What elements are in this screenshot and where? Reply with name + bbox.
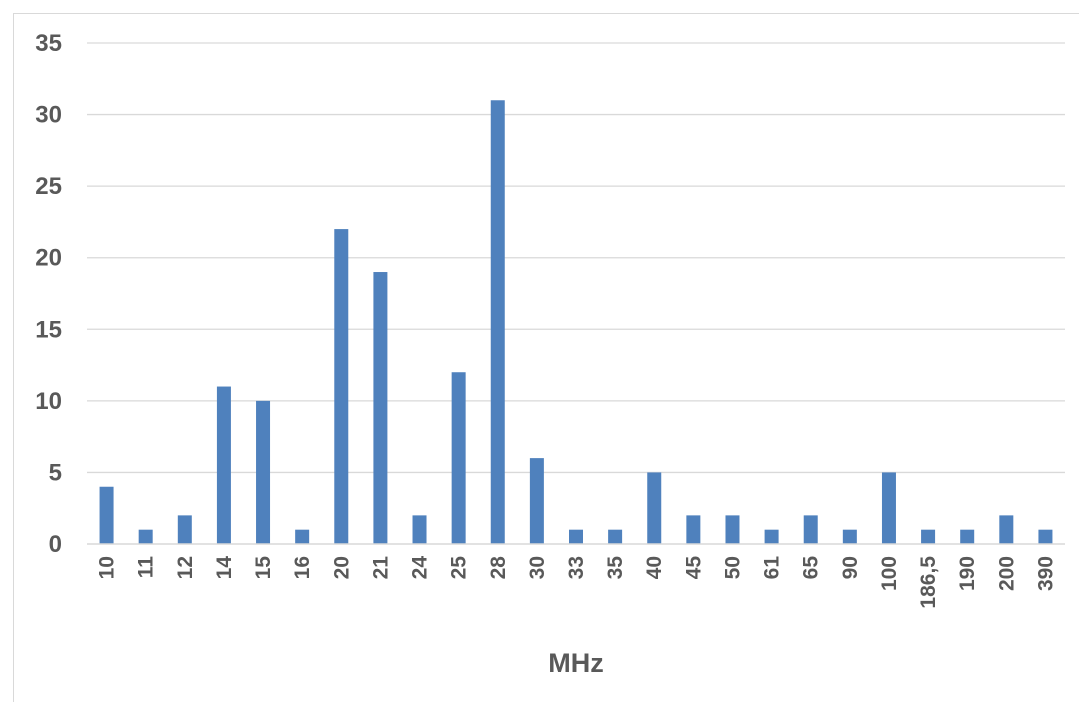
bar — [334, 229, 349, 545]
bar — [686, 515, 701, 544]
bar — [999, 515, 1014, 544]
y-axis-ticks: 0 5 10 15 20 25 30 35 — [35, 30, 62, 558]
x-tick-label: 16 — [291, 556, 314, 579]
x-tick-label: 24 — [409, 556, 432, 580]
bar — [138, 529, 153, 544]
x-tick-label: 10 — [96, 556, 119, 579]
bar — [608, 529, 623, 544]
x-tick-label: 40 — [643, 556, 666, 579]
x-tick-label: 186,5 — [917, 556, 940, 609]
bar — [529, 458, 544, 544]
bar — [216, 386, 231, 544]
x-tick-label: 11 — [135, 556, 158, 579]
bar — [842, 529, 857, 544]
bar — [412, 515, 427, 544]
bar — [373, 272, 388, 544]
bar — [881, 472, 896, 544]
x-axis-title: MHz — [548, 648, 604, 678]
x-tick-label: 190 — [956, 556, 979, 591]
bar — [764, 529, 779, 544]
x-tick-label: 21 — [369, 556, 392, 580]
bar — [569, 529, 583, 544]
bar — [451, 372, 466, 544]
x-tick-label: 28 — [487, 556, 510, 580]
bar — [490, 100, 505, 544]
x-tick-label: 50 — [721, 556, 744, 579]
x-tick-label: 90 — [839, 556, 862, 579]
bar — [177, 515, 192, 544]
bar — [295, 529, 310, 544]
x-tick-label: 12 — [174, 556, 197, 579]
x-tick-label: 61 — [761, 556, 784, 580]
chart-frame — [13, 13, 1079, 702]
bar — [921, 529, 936, 544]
bar — [256, 400, 271, 544]
y-tick-label: 30 — [35, 102, 62, 129]
gridlines — [87, 42, 1065, 474]
x-axis-ticks: 10 11 12 14 15 16 20 21 24 25 28 30 33 35 40 45 50 61 65 90… — [96, 556, 1058, 609]
x-tick-label: 65 — [800, 556, 823, 580]
x-tick-label: 30 — [526, 556, 549, 579]
bar — [99, 486, 114, 544]
x-tick-label: 390 — [1034, 556, 1057, 591]
bar — [803, 515, 818, 544]
bar — [1038, 529, 1053, 544]
bar — [725, 515, 740, 544]
bar — [647, 472, 662, 544]
y-tick-label: 35 — [35, 30, 62, 57]
y-tick-label: 5 — [49, 459, 62, 486]
y-tick-label: 20 — [35, 245, 62, 272]
x-tick-label: 200 — [995, 556, 1018, 591]
x-tick-label: 15 — [252, 556, 275, 580]
x-tick-label: 20 — [330, 556, 353, 579]
bars — [99, 100, 1053, 545]
y-tick-label: 25 — [35, 173, 62, 200]
x-tick-label: 100 — [878, 556, 901, 591]
y-tick-label: 15 — [35, 316, 62, 343]
y-tick-label: 0 — [49, 531, 62, 558]
x-tick-label: 35 — [604, 556, 627, 580]
bar — [960, 529, 975, 544]
y-tick-label: 10 — [35, 388, 62, 415]
x-tick-label: 33 — [565, 556, 588, 579]
x-tick-label: 14 — [213, 556, 236, 580]
x-tick-label: 25 — [448, 556, 471, 580]
x-tick-label: 45 — [682, 556, 705, 580]
